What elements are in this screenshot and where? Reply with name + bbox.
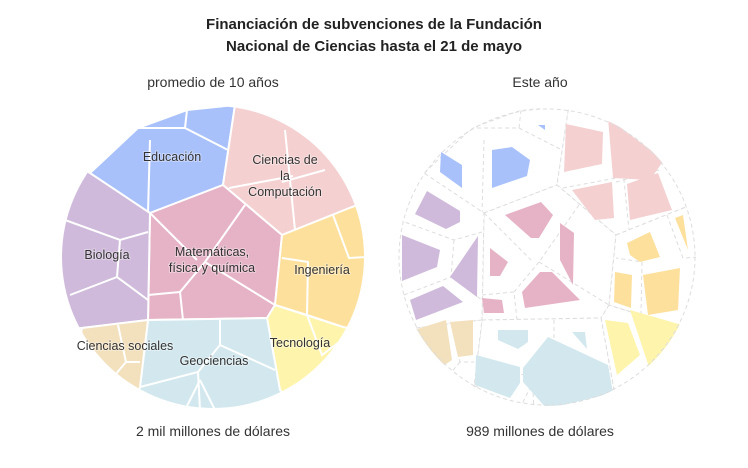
label-math: física y química xyxy=(169,261,255,275)
label-cs: Ciencias de xyxy=(252,153,317,167)
current-year-edu-piece xyxy=(440,152,462,188)
subcell-outline xyxy=(472,109,522,129)
subcell-border xyxy=(184,127,229,151)
current-year-tech-piece xyxy=(605,320,640,375)
current-year-geo-piece xyxy=(523,337,613,406)
current-year-geo-piece xyxy=(572,332,587,349)
current-year-math-piece xyxy=(522,272,580,308)
subcell-outline xyxy=(538,204,580,263)
subcell-outline xyxy=(518,379,535,406)
subcell-outline xyxy=(513,261,540,321)
current-year-eng-piece xyxy=(675,215,688,250)
current-year-geo-piece xyxy=(498,330,528,349)
current-year-cs-piece xyxy=(627,173,672,220)
subcell-outline xyxy=(666,214,696,259)
left-panel-subtitle: promedio de 10 años xyxy=(147,74,279,90)
chart-title: Financiación de subvenciones de la Funda… xyxy=(0,14,748,58)
subcell-border xyxy=(204,261,276,306)
subcell-border xyxy=(281,257,310,316)
label-tech: Tecnología xyxy=(270,336,331,350)
subcell-border xyxy=(197,371,201,408)
current-year-geo-piece xyxy=(475,355,520,398)
subcell-border xyxy=(147,139,151,214)
current-year-bio-piece xyxy=(410,286,463,320)
cell-outline-edu xyxy=(398,108,570,214)
current-year-eng-piece xyxy=(627,232,660,262)
right-voronoi xyxy=(398,108,696,406)
current-year-cs-piece xyxy=(608,118,664,180)
current-year-edu-piece xyxy=(538,125,545,130)
subcell-outline xyxy=(481,291,515,296)
subcell-border xyxy=(204,204,246,263)
current-year-bio-piece xyxy=(402,235,440,281)
subcell-border xyxy=(184,379,201,408)
current-year-edu-piece xyxy=(492,147,530,188)
category-labels: Educación Ciencias de la Computación Matemát… xyxy=(76,149,351,369)
cell-tech xyxy=(265,303,364,408)
subcell-border xyxy=(69,276,118,296)
label-cs: la xyxy=(280,169,290,183)
current-year-soc-piece xyxy=(450,320,473,357)
current-year-math-piece xyxy=(482,298,504,313)
current-year-cs-piece xyxy=(572,182,614,220)
subcell-border xyxy=(281,169,326,183)
current-year-bio-piece xyxy=(450,236,478,297)
current-year-eng-piece xyxy=(614,272,632,308)
left-panel-total: 2 mil millones de dólares xyxy=(135,423,291,439)
subcell-outline xyxy=(531,371,535,406)
subcell-border xyxy=(332,214,364,260)
title-line-2: Nacional de Ciencias hasta el 21 de mayo xyxy=(226,38,522,55)
subcell-outline xyxy=(403,276,452,296)
right-panel-subtitle: Este año xyxy=(512,74,568,90)
subcell-border xyxy=(147,291,181,296)
subcell-border xyxy=(228,175,294,189)
current-year-math-piece xyxy=(560,223,574,285)
label-math: Matemáticas, xyxy=(175,245,249,259)
subcell-outline xyxy=(481,139,485,214)
subcell-outline xyxy=(615,257,643,316)
current-year-math-piece xyxy=(505,202,553,238)
subcell-border xyxy=(114,361,127,376)
label-soc: Ciencias sociales xyxy=(77,339,174,353)
current-year-eng-piece xyxy=(643,268,680,315)
subcell-outline xyxy=(518,127,563,151)
label-eng: Ingeniería xyxy=(294,263,350,277)
right-outline xyxy=(398,108,696,406)
subcell-border xyxy=(149,212,198,261)
label-cs: Computación xyxy=(248,185,322,199)
cell-outline-eng xyxy=(608,189,696,341)
current-year-cs-piece xyxy=(564,124,603,172)
subcell-border xyxy=(199,379,216,408)
current-year-bio-piece xyxy=(415,191,460,229)
label-edu: Educación xyxy=(143,150,201,164)
subcell-outline xyxy=(413,327,417,341)
right-panel-total: 989 millones de dólares xyxy=(466,423,614,439)
subcell-outline xyxy=(562,175,628,189)
label-geo: Geociencias xyxy=(180,354,249,368)
current-year-soc-piece xyxy=(414,320,452,368)
current-year-math-piece xyxy=(490,248,508,276)
current-year-tech-piece xyxy=(630,310,682,370)
title-line-1: Financiación de subvenciones de la Funda… xyxy=(206,16,542,33)
label-bio: Biología xyxy=(84,248,129,262)
